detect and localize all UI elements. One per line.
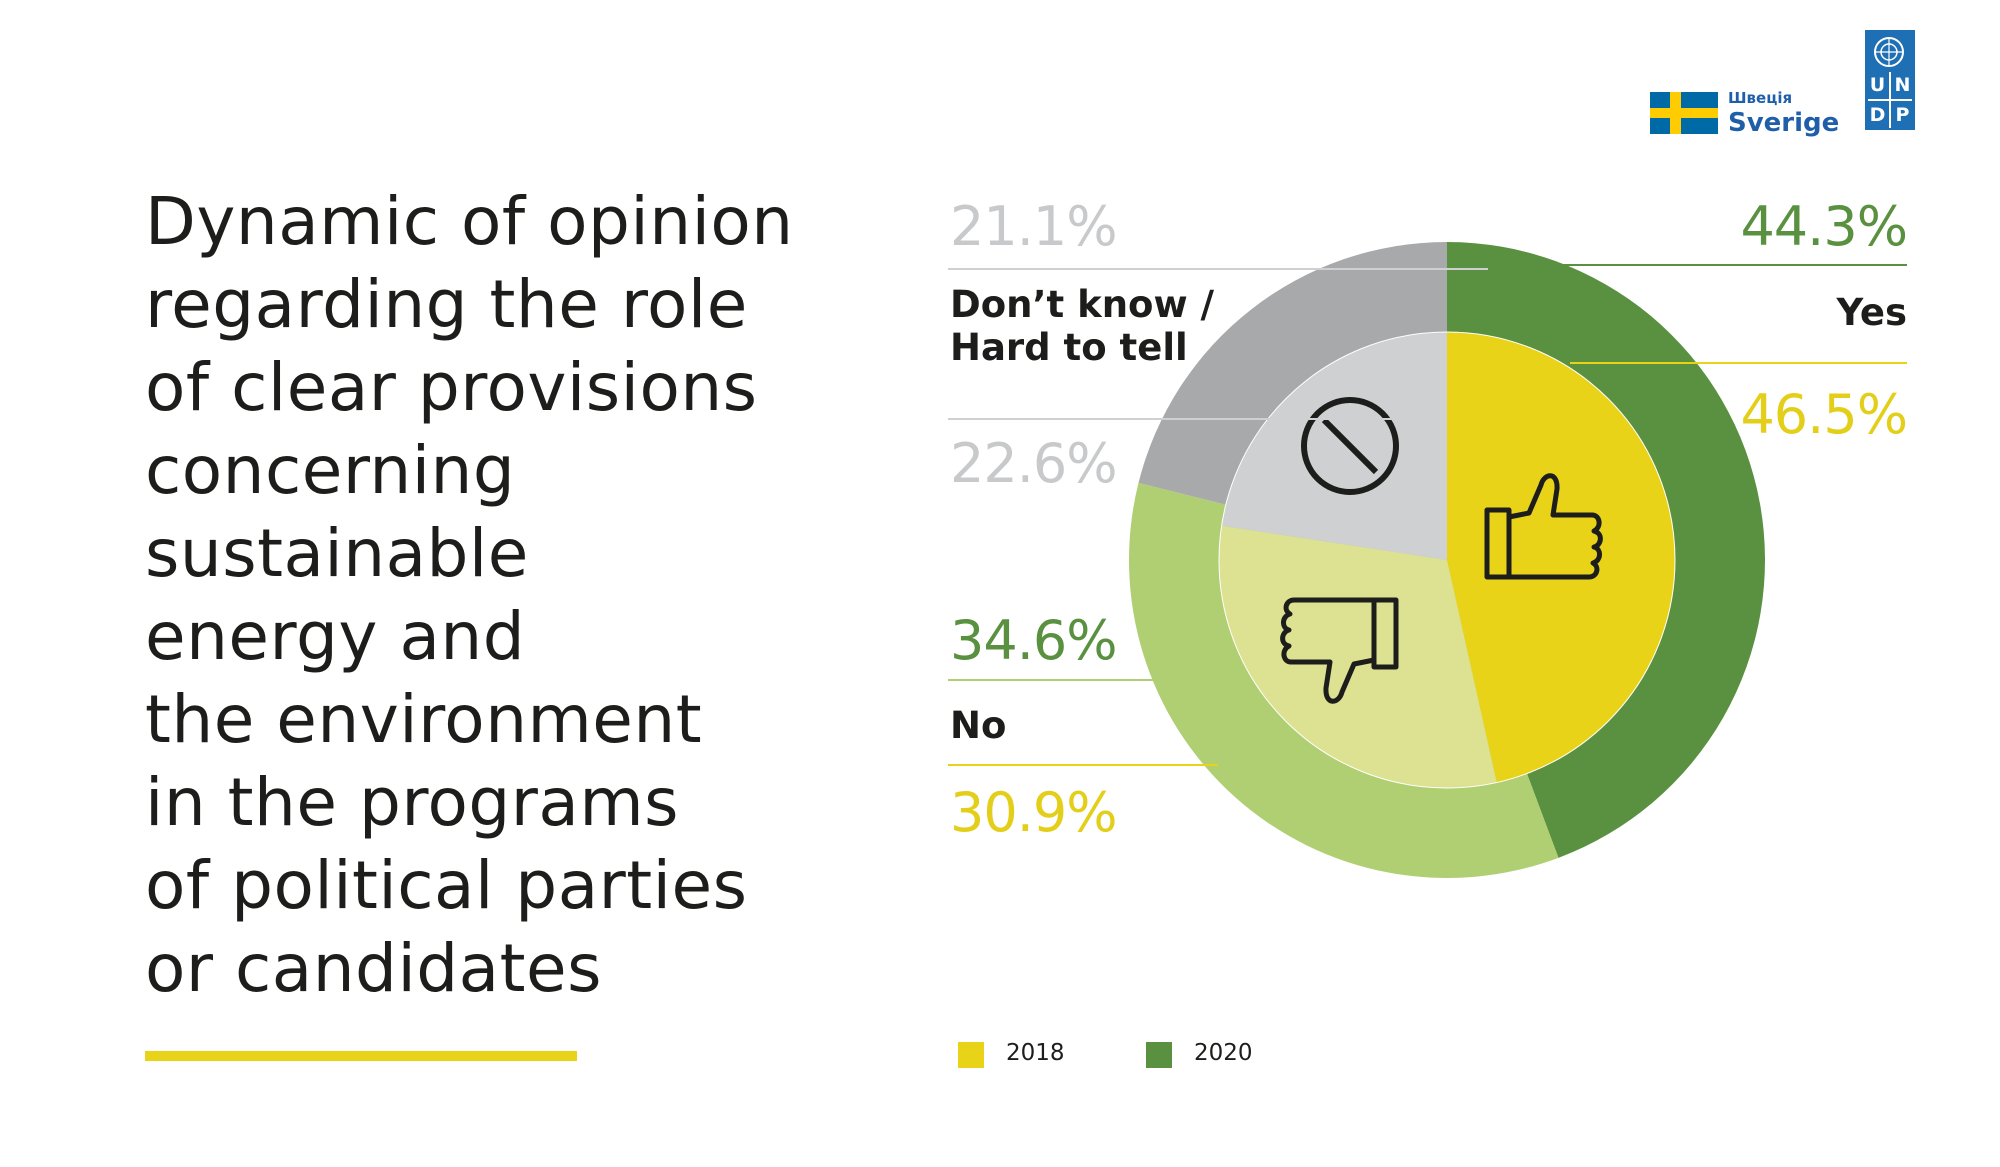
undp-letter: P bbox=[1895, 104, 1910, 126]
no-label: No bbox=[950, 704, 1007, 747]
yes-2018-value: 46.5% bbox=[1740, 383, 1908, 446]
undp-divider bbox=[1868, 99, 1912, 101]
slice-no-2018 bbox=[1219, 525, 1497, 789]
logo-group: Швеція Sverige U N D P bbox=[1650, 30, 1920, 138]
title-line: regarding the role bbox=[145, 266, 748, 343]
dk-label-line2: Hard to tell bbox=[950, 326, 1188, 369]
title-line: sustainable bbox=[145, 515, 529, 592]
ring-dividers bbox=[1218, 331, 1676, 789]
chart-title: Dynamic of opinion regarding the role of… bbox=[145, 180, 845, 1010]
title-line: energy and bbox=[145, 598, 526, 675]
title-line: concerning bbox=[145, 432, 516, 509]
legend-label-2020: 2020 bbox=[1194, 1040, 1253, 1066]
legend-swatch-2020 bbox=[1146, 1042, 1172, 1068]
yes-2020-rule bbox=[1560, 264, 1907, 266]
title-line: the environment bbox=[145, 681, 703, 758]
dk-2020-value: 21.1% bbox=[950, 195, 1118, 258]
sweden-logo-text: Sverige bbox=[1728, 108, 1840, 138]
legend-label-2018: 2018 bbox=[1006, 1040, 1065, 1066]
swedish-flag-icon bbox=[1650, 92, 1718, 134]
title-line: of clear provisions bbox=[145, 349, 758, 426]
sweden-logo-small-text: Швеція bbox=[1728, 89, 1793, 107]
prohibited-icon bbox=[1301, 397, 1399, 495]
thumbs-up-icon bbox=[1484, 473, 1603, 580]
undp-letter: U bbox=[1869, 74, 1886, 96]
sweden-logo: Швеція Sverige bbox=[1650, 60, 1839, 138]
title-line: of political parties bbox=[145, 847, 748, 924]
no-2018-rule bbox=[948, 764, 1218, 766]
no-2020-value: 34.6% bbox=[950, 609, 1118, 672]
undp-letter: D bbox=[1869, 104, 1886, 126]
un-emblem-icon bbox=[1874, 37, 1904, 67]
undp-letter: N bbox=[1894, 74, 1911, 96]
title-underline bbox=[145, 1051, 577, 1061]
no-2020-rule bbox=[948, 679, 1158, 681]
ring-divider bbox=[1218, 331, 1676, 789]
undp-logo: U N D P bbox=[1865, 30, 1915, 130]
dk-2020-rule bbox=[948, 268, 1488, 270]
slice-yes-2018 bbox=[1447, 332, 1676, 783]
title-line: or candidates bbox=[145, 930, 602, 1007]
dk-2018-rule bbox=[948, 418, 1408, 420]
yes-2018-rule bbox=[1570, 362, 1907, 364]
yes-2020-value: 44.3% bbox=[1740, 195, 1908, 258]
legend-swatch-2018 bbox=[958, 1042, 984, 1068]
dk-label-line1: Don’t know / bbox=[950, 283, 1215, 326]
title-line: Dynamic of opinion bbox=[145, 183, 794, 260]
thumbs-down-icon bbox=[1280, 597, 1399, 704]
dk-2018-value: 22.6% bbox=[950, 432, 1118, 495]
title-line: in the programs bbox=[145, 764, 680, 841]
inner-ring-2018 bbox=[1219, 332, 1676, 789]
yes-label: Yes bbox=[1836, 291, 1907, 334]
slice-dk-2018 bbox=[1221, 332, 1447, 560]
no-2018-value: 30.9% bbox=[950, 781, 1118, 844]
